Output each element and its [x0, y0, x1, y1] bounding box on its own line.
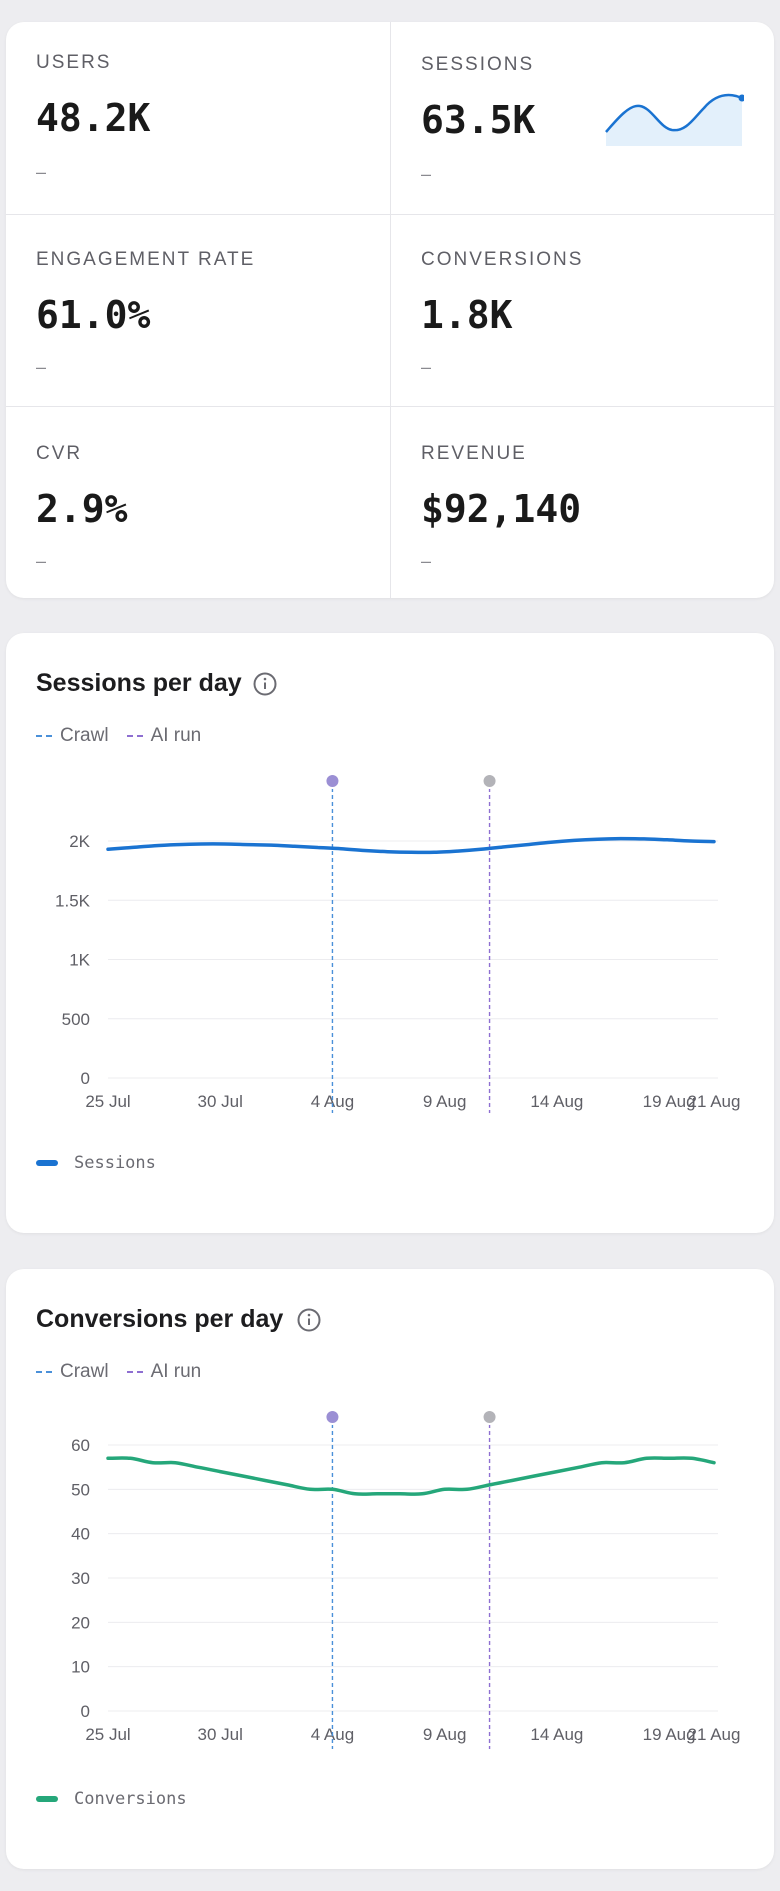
y-tick-label: 2K	[69, 832, 90, 851]
legend-crawl-label: Crawl	[60, 1361, 109, 1382]
kpi-sessions[interactable]: SESSIONS 63.5K –	[390, 22, 774, 214]
kpi-card: USERS 48.2K – SESSIONS 63.5K – ENGAGEMEN…	[6, 22, 774, 598]
kpi-label: SESSIONS	[421, 54, 535, 75]
annotation-legend: Crawl AI run	[36, 1361, 201, 1383]
annotation-marker	[481, 1409, 498, 1425]
x-tick-label: 21 Aug	[688, 1092, 741, 1111]
x-tick-label: 4 Aug	[311, 1092, 355, 1111]
kpi-delta: –	[421, 164, 432, 184]
series-swatch	[36, 1160, 58, 1166]
y-tick-label: 1K	[69, 951, 90, 970]
y-tick-label: 60	[71, 1436, 90, 1455]
kpi-engagement-rate[interactable]: ENGAGEMENT RATE 61.0% –	[6, 214, 390, 406]
legend-crawl-label: Crawl	[60, 725, 109, 746]
kpi-users[interactable]: USERS 48.2K –	[6, 22, 390, 214]
legend-ai-run[interactable]: AI run	[126, 725, 202, 747]
kpi-label: CVR	[36, 443, 83, 464]
series-legend-label: Conversions	[74, 1789, 187, 1809]
x-tick-label: 21 Aug	[688, 1725, 741, 1744]
x-tick-label: 9 Aug	[423, 1725, 467, 1744]
x-tick-label: 25 Jul	[85, 1725, 130, 1744]
kpi-delta: –	[36, 357, 47, 377]
sessions-sparkline	[605, 93, 744, 146]
kpi-delta: –	[36, 162, 47, 182]
info-icon[interactable]	[252, 671, 278, 697]
y-tick-label: 30	[71, 1569, 90, 1588]
x-tick-label: 19 Aug	[643, 1725, 696, 1744]
kpi-label: REVENUE	[421, 443, 527, 464]
y-tick-label: 20	[71, 1613, 90, 1632]
annotation-marker	[481, 773, 498, 789]
legend-crawl[interactable]: Crawl	[36, 1361, 109, 1383]
legend-ai-run-label: AI run	[150, 725, 202, 746]
x-tick-label: 25 Jul	[85, 1092, 130, 1111]
x-tick-label: 19 Aug	[643, 1092, 696, 1111]
x-tick-label: 14 Aug	[530, 1092, 583, 1111]
y-tick-label: 10	[71, 1658, 90, 1677]
kpi-revenue[interactable]: REVENUE $92,140 –	[390, 406, 774, 598]
y-tick-label: 1.5K	[55, 891, 91, 910]
y-tick-label: 40	[71, 1525, 90, 1544]
series-legend[interactable]: Conversions	[36, 1789, 187, 1809]
kpi-conversions[interactable]: CONVERSIONS 1.8K –	[390, 214, 774, 406]
chart-title: Sessions per day	[36, 669, 242, 697]
y-tick-label: 0	[81, 1069, 90, 1088]
kpi-label: CONVERSIONS	[421, 249, 584, 270]
kpi-delta: –	[36, 551, 47, 571]
kpi-label: ENGAGEMENT RATE	[36, 249, 256, 270]
info-icon[interactable]	[296, 1307, 322, 1333]
sparkline-line	[605, 93, 743, 133]
series-legend-label: Sessions	[74, 1153, 156, 1173]
kpi-value: 48.2K	[36, 96, 151, 140]
annotation-legend: Crawl AI run	[36, 725, 201, 747]
kpi-value: 61.0%	[36, 293, 151, 337]
kpi-value: 2.9%	[36, 487, 128, 531]
series-swatch	[36, 1796, 58, 1802]
kpi-label: USERS	[36, 52, 112, 73]
x-tick-label: 30 Jul	[198, 1725, 243, 1744]
kpi-value: 1.8K	[421, 293, 513, 337]
legend-ai-run[interactable]: AI run	[126, 1361, 202, 1383]
series-legend[interactable]: Sessions	[36, 1153, 156, 1173]
sparkline-endpoint	[738, 94, 744, 102]
annotation-marker	[324, 1409, 341, 1425]
kpi-value: $92,140	[421, 487, 582, 531]
kpi-cvr[interactable]: CVR 2.9% –	[6, 406, 390, 598]
x-tick-label: 30 Jul	[198, 1092, 243, 1111]
y-tick-label: 50	[71, 1480, 90, 1499]
y-tick-label: 0	[81, 1702, 90, 1721]
sessions-chart-plot[interactable]: 0 500 1K 1.5K 2K 25 Jul 30 Jul 4 Aug 9 Aug 14 Aug…	[6, 633, 774, 1113]
legend-crawl[interactable]: Crawl	[36, 725, 109, 747]
kpi-delta: –	[421, 551, 432, 571]
kpi-value: 63.5K	[421, 98, 536, 142]
legend-ai-run-label: AI run	[150, 1361, 202, 1382]
conversions-chart-card: Conversions per day Crawl AI run 0 10 20 30…	[6, 1269, 774, 1869]
ai-run-dash-icon	[126, 735, 143, 737]
crawl-dash-icon	[36, 735, 52, 737]
kpi-delta: –	[421, 357, 432, 377]
series-line	[106, 836, 716, 855]
ai-run-dash-icon	[126, 1371, 143, 1373]
annotation-marker	[324, 773, 341, 789]
y-tick-label: 500	[62, 1010, 90, 1029]
x-tick-label: 9 Aug	[423, 1092, 467, 1111]
kpi-grid: USERS 48.2K – SESSIONS 63.5K – ENGAGEMEN…	[6, 22, 774, 598]
sessions-chart-card: Sessions per day Crawl AI run 0 500 1K 1.5K…	[6, 633, 774, 1233]
series-line	[106, 1456, 716, 1496]
x-tick-label: 14 Aug	[530, 1725, 583, 1744]
sparkline-area	[606, 95, 742, 146]
crawl-dash-icon	[36, 1371, 52, 1373]
chart-title: Conversions per day	[36, 1305, 284, 1333]
